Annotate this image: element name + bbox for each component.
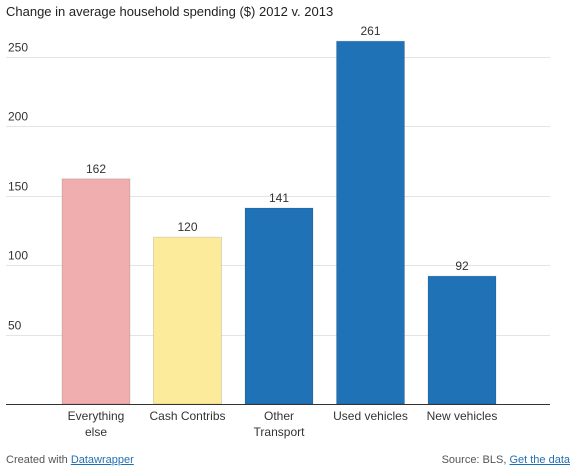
- data-label: 92: [455, 259, 469, 273]
- y-tick-label: 150: [8, 180, 28, 194]
- y-tick-label: 250: [8, 41, 28, 55]
- bar[interactable]: [244, 207, 314, 405]
- datawrapper-link[interactable]: Datawrapper: [70, 454, 134, 466]
- created-with-text: Created with: [6, 454, 71, 466]
- x-tick-label: Other: [264, 409, 294, 423]
- x-tick-label: Cash Contribs: [149, 409, 225, 423]
- x-tick-label: Everything: [68, 409, 125, 423]
- get-the-data-link[interactable]: Get the data: [509, 454, 570, 466]
- footer-source: Source: BLS, Get the data: [442, 454, 570, 466]
- data-label: 261: [360, 24, 380, 38]
- bar[interactable]: [61, 178, 131, 405]
- bar[interactable]: [427, 275, 497, 405]
- bar[interactable]: [153, 236, 222, 405]
- y-tick-label: 100: [8, 249, 28, 263]
- x-tick-label: Transport: [254, 425, 306, 439]
- bar[interactable]: [336, 40, 405, 405]
- bar-chart: 50 100 150 200 250 162 Everything else 120 Cash C…: [6, 24, 550, 439]
- data-label: 120: [177, 220, 197, 234]
- chart-title: Change in average household spending ($)…: [6, 4, 334, 19]
- x-tick-label: else: [85, 425, 107, 439]
- data-label: 141: [269, 191, 289, 205]
- x-tick-label: New vehicles: [427, 409, 498, 423]
- y-tick-label: 200: [8, 110, 28, 124]
- x-tick-label: Used vehicles: [333, 409, 408, 423]
- y-tick-label: 50: [8, 319, 22, 333]
- footer-credit: Created with Datawrapper: [6, 454, 134, 466]
- data-label: 162: [86, 162, 106, 176]
- source-text: Source: BLS,: [441, 454, 510, 466]
